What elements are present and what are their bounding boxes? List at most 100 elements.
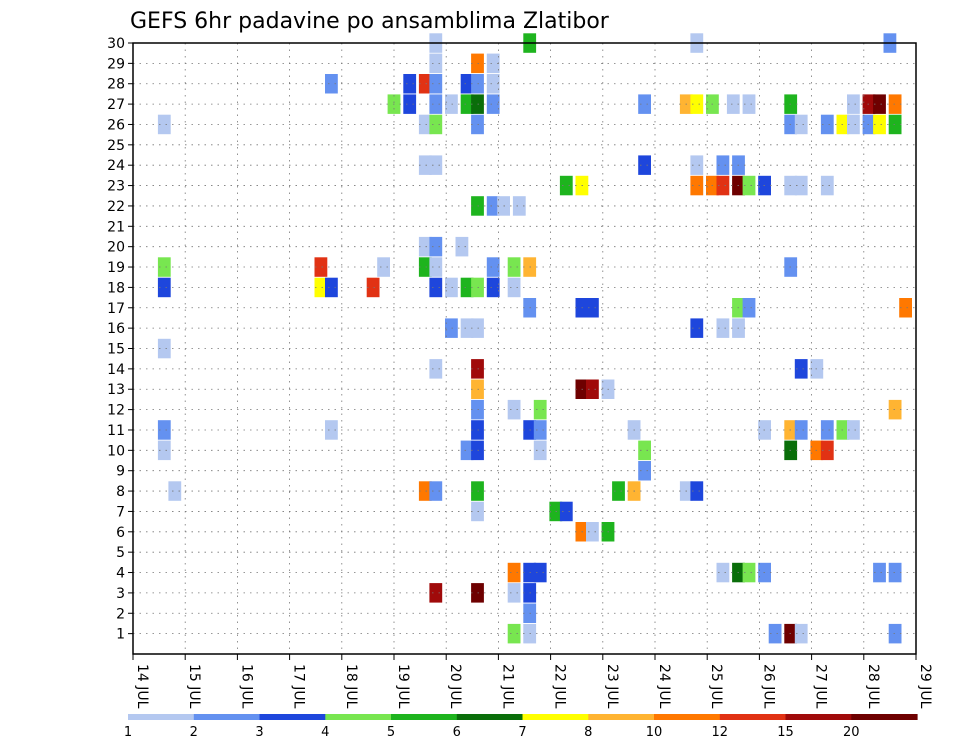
y-tick-label: 20 <box>107 240 125 256</box>
precip-cell <box>873 94 886 114</box>
colorbar-swatch <box>522 714 589 720</box>
precip-cell <box>429 74 443 94</box>
y-tick-label: 5 <box>116 545 125 561</box>
precip-cell <box>638 94 651 114</box>
precip-cell <box>157 440 171 461</box>
precip-cell <box>847 420 860 440</box>
chart-title: GEFS 6hr padavine po ansamblima Zlatibor <box>130 9 610 34</box>
y-tick-label: 17 <box>107 301 125 317</box>
x-tick-label: 19 JUL <box>395 664 411 709</box>
precip-cell <box>445 94 458 114</box>
y-tick-label: 23 <box>107 179 125 195</box>
precip-cell <box>820 114 834 135</box>
precip-cell <box>418 74 432 94</box>
colorbar-label: 15 <box>777 725 794 740</box>
y-tick-label: 25 <box>107 138 125 154</box>
x-tick-label: 27 JUL <box>813 664 829 709</box>
y-tick-label: 3 <box>116 586 125 602</box>
x-tick-label: 25 JUL <box>708 664 724 709</box>
y-tick-label: 11 <box>107 423 125 439</box>
precip-cell <box>429 155 443 175</box>
colorbar-swatch <box>654 714 721 720</box>
y-tick-label: 10 <box>107 443 125 459</box>
precip-cell <box>507 257 521 277</box>
x-tick-label: 20 JUL <box>447 664 463 709</box>
precip-cell <box>716 175 730 196</box>
precip-cell <box>429 257 443 277</box>
precip-cell <box>690 318 704 338</box>
y-tick-label: 12 <box>107 403 125 419</box>
precip-cell <box>638 440 651 461</box>
y-tick-label: 6 <box>116 525 125 541</box>
y-tick-label: 4 <box>116 566 125 582</box>
precip-cell <box>418 481 432 501</box>
colorbar-label: 8 <box>584 725 592 740</box>
precip-cell <box>888 562 902 583</box>
precip-cell <box>794 623 808 644</box>
precip-cell <box>533 562 547 583</box>
precip-cell <box>716 155 730 175</box>
precip-cell <box>486 94 500 114</box>
precip-cell <box>847 94 860 114</box>
y-tick-label: 21 <box>107 219 125 235</box>
x-tick-label: 21 JUL <box>499 664 515 709</box>
colorbar-label: 20 <box>843 725 860 740</box>
precip-cell <box>429 583 443 603</box>
colorbar-swatch <box>391 714 458 720</box>
y-tick-label: 19 <box>107 260 125 276</box>
precip-cell <box>507 583 521 603</box>
precip-cell <box>742 175 756 196</box>
y-tick-label: 7 <box>116 504 125 520</box>
precip-cell <box>157 114 171 135</box>
precip-cell <box>460 277 474 298</box>
colorbar-swatch <box>259 714 326 720</box>
precip-cell <box>486 257 500 277</box>
precip-cell <box>429 53 443 74</box>
x-tick-label: 22 JUL <box>552 664 568 709</box>
precip-cell <box>612 481 625 501</box>
x-tick-label: 23 JUL <box>604 664 620 709</box>
x-tick-label: 29 JUL <box>917 664 933 709</box>
colorbar-swatch <box>456 714 524 720</box>
x-tick-label: 15 JUL <box>186 664 202 709</box>
colorbar-label: 12 <box>712 725 729 740</box>
precip-cell <box>742 298 756 318</box>
precip-cell <box>888 94 902 114</box>
precip-cell <box>445 318 458 338</box>
colorbar-swatch <box>325 714 392 720</box>
colorbar-label: 1 <box>124 725 132 740</box>
precip-cell <box>533 399 547 420</box>
colorbar-label: 6 <box>453 725 461 740</box>
precip-cell <box>742 562 756 583</box>
precip-cell <box>559 501 573 522</box>
colorbar-label: 3 <box>255 725 263 740</box>
precip-cell <box>533 420 547 440</box>
precip-cell <box>455 236 469 257</box>
precip-cell <box>157 420 171 440</box>
x-tick-label: 16 JUL <box>238 664 254 709</box>
x-tick-label: 24 JUL <box>656 664 672 709</box>
y-tick-label: 13 <box>107 382 125 398</box>
y-tick-label: 24 <box>107 158 125 174</box>
precip-cell <box>377 257 390 277</box>
precip-cell <box>168 481 182 501</box>
precip-cell <box>460 94 474 114</box>
precip-cell <box>820 420 834 440</box>
precip-cell <box>429 114 443 135</box>
y-tick-label: 30 <box>107 36 125 52</box>
y-tick-label: 8 <box>116 484 125 500</box>
precip-cell <box>460 74 474 94</box>
precip-cell <box>873 562 886 583</box>
precip-cell <box>403 94 417 114</box>
precip-cell <box>690 94 704 114</box>
precip-cell <box>507 623 521 644</box>
precip-cell <box>690 481 704 501</box>
precip-cell <box>486 196 500 216</box>
precip-cell <box>690 155 704 175</box>
grid-layer <box>132 42 917 654</box>
y-tick-label: 22 <box>107 199 125 215</box>
precip-cell <box>157 257 171 277</box>
precip-cell <box>690 175 704 196</box>
precip-cell <box>314 257 328 277</box>
precip-cell <box>820 175 834 196</box>
